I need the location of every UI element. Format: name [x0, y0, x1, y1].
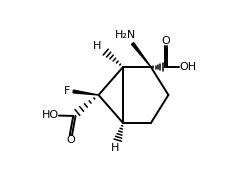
Polygon shape	[132, 43, 151, 67]
Text: HO: HO	[41, 110, 59, 120]
Text: O: O	[162, 36, 170, 46]
Text: O: O	[66, 135, 75, 145]
Text: H: H	[111, 143, 119, 153]
Polygon shape	[73, 90, 99, 95]
Text: OH: OH	[180, 62, 197, 72]
Text: H₂N: H₂N	[115, 30, 136, 40]
Text: F: F	[63, 86, 70, 96]
Text: H: H	[93, 41, 102, 51]
